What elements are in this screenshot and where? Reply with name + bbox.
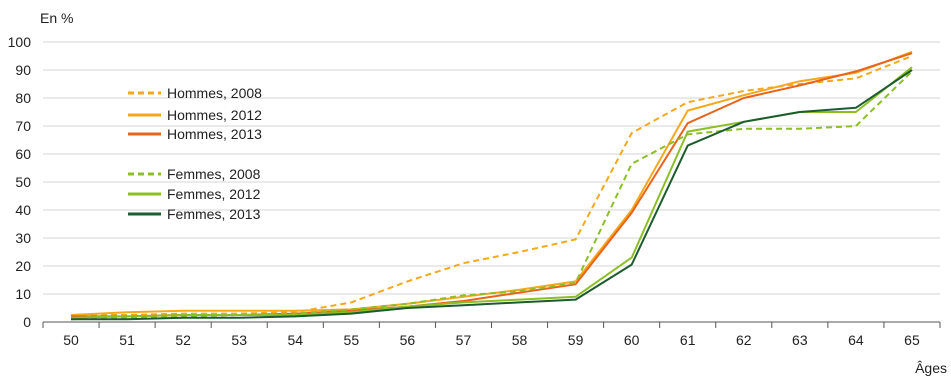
y-tick-label: 0 — [23, 314, 31, 330]
legend-label: Femmes, 2008 — [167, 166, 261, 182]
x-tick-label: 61 — [680, 332, 696, 348]
legend: Hommes, 2008 Hommes, 2012 Hommes, 2013 Femm… — [128, 85, 262, 222]
y-tick-label: 60 — [15, 146, 31, 162]
x-tick-label: 54 — [287, 332, 303, 348]
y-tick-label: 80 — [15, 90, 31, 106]
legend-label: Femmes, 2013 — [167, 206, 261, 222]
y-tick-label: 10 — [15, 286, 31, 302]
x-tick-label: 53 — [231, 332, 247, 348]
x-tick-label: 63 — [792, 332, 808, 348]
legend-label: Hommes, 2008 — [167, 85, 262, 101]
x-tick-label: 52 — [175, 332, 191, 348]
x-tick-label: 57 — [456, 332, 472, 348]
y-tick-label: 40 — [15, 202, 31, 218]
x-tick-label: 56 — [400, 332, 416, 348]
legend-label: Femmes, 2012 — [167, 186, 261, 202]
x-tick-label: 60 — [624, 332, 640, 348]
y-tick-label: 100 — [8, 34, 32, 50]
x-tick-label: 58 — [512, 332, 528, 348]
x-tick-label: 51 — [119, 332, 135, 348]
x-tick-label: 59 — [568, 332, 584, 348]
y-tick-label: 30 — [15, 230, 31, 246]
x-axis: 50 51 52 53 54 55 56 57 58 59 60 61 62 63 64 65 — [43, 322, 940, 348]
x-tick-label: 65 — [904, 332, 920, 348]
x-tick-label: 64 — [848, 332, 864, 348]
y-tick-label: 20 — [15, 258, 31, 274]
x-tick-label: 62 — [736, 332, 752, 348]
legend-label: Hommes, 2013 — [167, 126, 262, 142]
y-tick-label: 90 — [15, 62, 31, 78]
y-axis-label: En % — [40, 10, 73, 26]
x-tick-label: 55 — [344, 332, 360, 348]
y-axis-ticks: 0 10 20 30 40 50 60 70 80 90 100 — [8, 34, 32, 330]
legend-label: Hommes, 2012 — [167, 107, 262, 123]
x-tick-label: 50 — [63, 332, 79, 348]
y-tick-label: 70 — [15, 118, 31, 134]
x-axis-label: Âges — [915, 360, 947, 376]
y-tick-label: 50 — [15, 174, 31, 190]
